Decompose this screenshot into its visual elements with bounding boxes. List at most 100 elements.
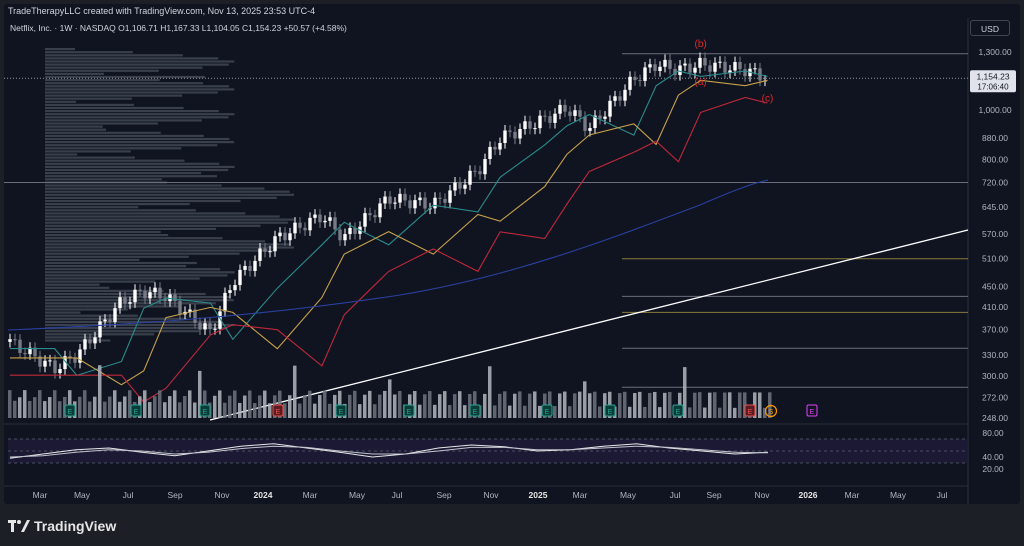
price-tick-label: 570.00 <box>982 229 1008 239</box>
volume-profile-bar <box>45 66 203 69</box>
candle-body <box>708 65 712 72</box>
volume-bar <box>373 404 377 418</box>
volume-bar <box>418 404 422 418</box>
volume-bar <box>103 401 107 418</box>
volume-bar <box>578 391 582 418</box>
candle-body <box>223 292 227 312</box>
volume-bar <box>338 390 342 418</box>
time-tick-label: 2025 <box>529 490 548 500</box>
symbol-ohlc-legend[interactable]: Netflix, Inc. · 1W · NASDAQ O1,106.71 H1… <box>10 23 347 33</box>
candle-body <box>238 269 242 286</box>
volume-bar <box>463 405 467 418</box>
time-tick-label: Mar <box>33 490 48 500</box>
volume-bar <box>413 391 417 418</box>
volume-bar <box>713 392 717 418</box>
volume-profile-bar <box>45 131 161 134</box>
volume-bar <box>398 390 402 418</box>
candle-body <box>498 142 502 150</box>
price-tick-label: 800.00 <box>982 154 1008 164</box>
trendline <box>209 229 969 421</box>
volume-bar <box>318 395 322 418</box>
volume-bar <box>683 367 687 418</box>
candle-body <box>243 265 247 270</box>
volume-bar <box>268 403 272 418</box>
volume-profile-bar <box>45 249 277 252</box>
volume-bar <box>483 393 487 418</box>
volume-bar <box>118 401 122 418</box>
volume-bar <box>128 390 132 418</box>
candle-body <box>488 146 492 160</box>
footer-logo[interactable]: TradingView <box>8 516 116 536</box>
candle-body <box>293 222 297 234</box>
volume-bar <box>563 391 567 418</box>
volume-bar <box>38 390 42 418</box>
candle-body <box>113 308 117 322</box>
volume-bar <box>513 393 517 418</box>
candle-body <box>423 197 427 209</box>
earnings-badge-icon <box>335 404 347 417</box>
volume-profile-bar <box>45 230 161 234</box>
volume-bar <box>623 391 627 418</box>
volume-bar <box>443 391 447 418</box>
volume-bar <box>538 405 542 418</box>
volume-profile-bar <box>45 97 132 100</box>
earnings-badge-icon <box>64 404 76 417</box>
volume-profile-bar <box>45 308 128 311</box>
volume-bar <box>348 394 352 418</box>
volume-profile-bar <box>45 280 156 283</box>
candle-body <box>168 294 172 302</box>
candle-body <box>438 197 442 199</box>
candle-body <box>128 302 132 304</box>
candle-body <box>458 182 462 189</box>
volume-profile-bar <box>45 137 230 141</box>
chart-caption: TradeTherapyLLC created with TradingView… <box>8 6 316 16</box>
candle-body <box>118 297 122 309</box>
volume-bar <box>163 402 167 418</box>
volume-bar <box>113 390 117 418</box>
volume-profile-bar <box>45 327 228 330</box>
candle-body <box>513 131 517 139</box>
candle-body <box>278 232 282 237</box>
wave-label: (a) <box>695 77 707 88</box>
volume-bar <box>88 401 92 418</box>
earnings-badge-label: E <box>608 409 613 416</box>
volume-profile-bar <box>45 305 179 308</box>
volume-bar <box>763 407 767 418</box>
volume-bar <box>438 394 442 418</box>
time-tick-label: Nov <box>214 490 230 500</box>
earnings-badge-label: E <box>134 409 139 416</box>
volume-bar <box>108 396 112 418</box>
candle-body <box>313 214 317 218</box>
volume-profile-bar <box>45 274 228 277</box>
volume-bar <box>193 402 197 418</box>
candle-body <box>253 260 257 271</box>
volume-bar <box>203 390 207 418</box>
volume-profile-bar <box>45 289 164 292</box>
candle-body <box>408 200 412 209</box>
candle-body <box>198 322 202 330</box>
volume-bar <box>68 390 72 418</box>
volume-profile-bar <box>45 91 218 94</box>
time-tick-label: 2026 <box>799 490 818 500</box>
candle-body <box>743 69 747 77</box>
volume-profile-bar <box>45 212 246 215</box>
candle-body <box>628 76 632 90</box>
volume-bar <box>593 391 597 418</box>
volume-bar <box>183 395 187 418</box>
volume-profile-bar <box>45 85 230 88</box>
volume-bar <box>428 391 432 418</box>
volume-profile-bar <box>45 314 138 317</box>
volume-bar <box>283 403 287 418</box>
candle-body <box>538 115 542 129</box>
volume-bar <box>493 405 497 418</box>
volume-profile-bar <box>45 156 135 159</box>
volume-profile-bar <box>45 320 221 323</box>
candle-body <box>318 214 322 223</box>
moving-average-mid <box>10 79 768 386</box>
candle-body <box>83 339 87 350</box>
volume-bar <box>213 395 217 418</box>
currency-button[interactable]: USD <box>970 20 1010 36</box>
candle-body <box>338 229 342 241</box>
